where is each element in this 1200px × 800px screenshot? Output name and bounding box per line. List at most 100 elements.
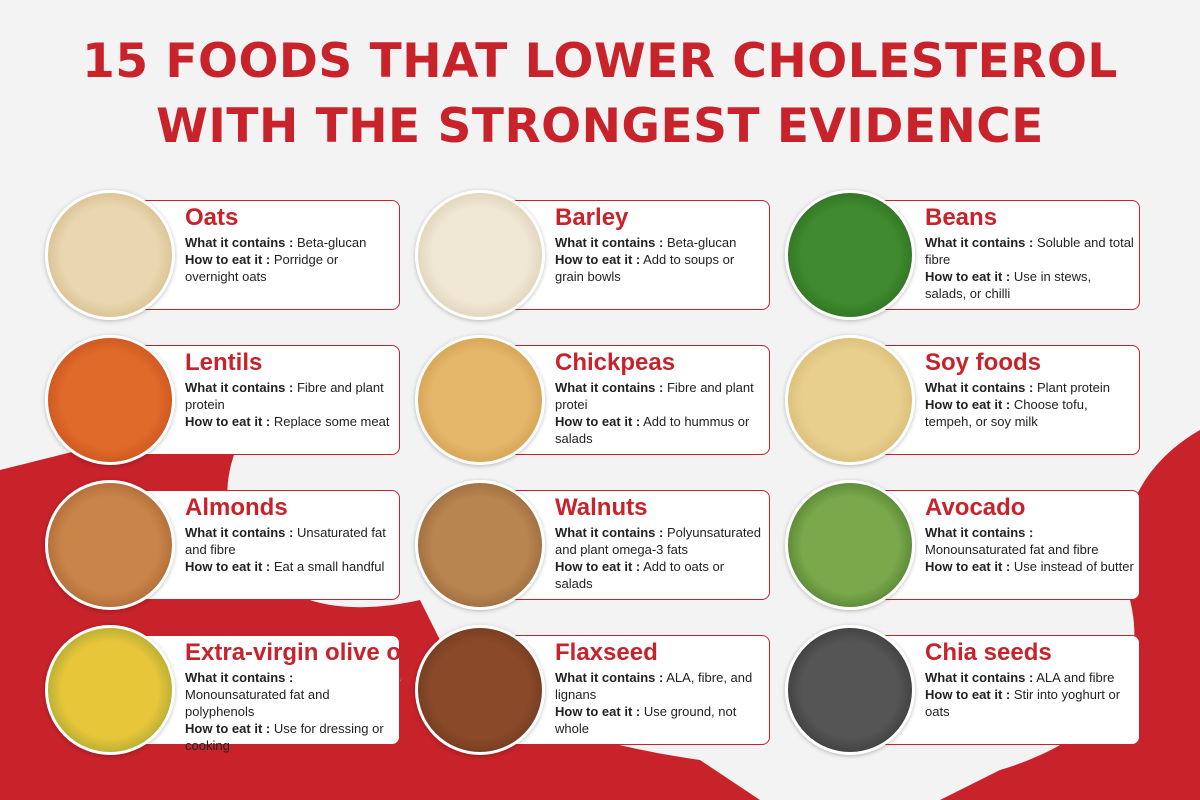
how-text: Use ground, not whole [555, 704, 737, 736]
contains-label: What it contains : [555, 670, 664, 685]
food-text: Barley What it contains : Beta-glucan How … [555, 204, 764, 285]
contains-text: Soluble and total fibre [925, 235, 1134, 267]
food-text: Lentils What it contains : Fibre and plan… [185, 349, 394, 430]
food-image [45, 190, 175, 320]
contains-line: What it contains : Fibre and plant prote… [555, 379, 764, 413]
title-line: 15 FOODS THAT LOWER CHOLESTEROL [82, 34, 1118, 89]
how-text: Add to soups or grain bowls [555, 252, 735, 284]
food-text: Beans What it contains : Soluble and tota… [925, 204, 1134, 302]
how-text: Add to oats or salads [555, 559, 725, 591]
food-image [415, 480, 545, 610]
how-label: How to eat it : [185, 252, 271, 267]
how-label: How to eat it : [555, 252, 641, 267]
how-text: Replace some meat [273, 414, 390, 429]
contains-text: Monounsaturated fat and polyphenols [185, 687, 330, 719]
how-text: Stir into yoghurt or oats [925, 687, 1121, 719]
food-name: Barley [555, 204, 629, 231]
how-line: How to eat it : Porridge or overnight oa… [185, 251, 394, 285]
how-line: How to eat it : Use ground, not whole [555, 703, 764, 737]
contains-text: Unsaturated fat and fibre [185, 525, 386, 557]
contains-label: What it contains : [185, 525, 294, 540]
food-image [785, 190, 915, 320]
how-text: Use in stews, salads, or chilli [925, 269, 1092, 301]
food-image [785, 335, 915, 465]
how-label: How to eat it : [925, 269, 1011, 284]
food-name: Flaxseed [555, 639, 658, 666]
how-label: How to eat it : [925, 687, 1011, 702]
how-line: How to eat it : Add to oats or salads [555, 558, 764, 592]
food-name: Extra-virgin olive oil [185, 639, 415, 666]
how-line: How to eat it : Add to hummus or salads [555, 413, 764, 447]
food-text: Extra-virgin olive oil What it contains :… [185, 639, 415, 754]
food-text: Flaxseed What it contains : ALA, fibre, a… [555, 639, 764, 737]
food-image [45, 480, 175, 610]
food-name: Oats [185, 204, 239, 231]
contains-text: Plant protein [1036, 380, 1110, 395]
food-image [415, 190, 545, 320]
how-text: Use instead of butter [1013, 559, 1134, 574]
how-line: How to eat it : Use in stews, salads, or… [925, 268, 1134, 302]
contains-text: Beta-glucan [666, 235, 737, 250]
how-line: How to eat it : Choose tofu, tempeh, or … [925, 396, 1134, 430]
how-text: Eat a small handful [273, 559, 385, 574]
contains-line: What it contains : Monounsaturated fat a… [185, 669, 394, 720]
contains-line: What it contains : Fibre and plant prote… [185, 379, 394, 413]
food-text: Soy foods What it contains : Plant protei… [925, 349, 1134, 430]
food-image [785, 480, 915, 610]
food-text: Walnuts What it contains : Polyunsaturate… [555, 494, 764, 592]
contains-line: What it contains : Beta-glucan [185, 234, 394, 251]
food-name: Chickpeas [555, 349, 676, 376]
food-name: Avocado [925, 494, 1026, 521]
how-text: Choose tofu, tempeh, or soy milk [925, 397, 1088, 429]
contains-line: What it contains : ALA, fibre, and ligna… [555, 669, 764, 703]
food-image [415, 335, 545, 465]
how-label: How to eat it : [555, 559, 641, 574]
contains-label: What it contains : [185, 235, 294, 250]
contains-label: What it contains : [925, 380, 1034, 395]
title-line: WITH THE STRONGEST EVIDENCE [156, 99, 1044, 154]
food-name: Beans [925, 204, 998, 231]
how-text: Porridge or overnight oats [185, 252, 339, 284]
contains-label: What it contains : [925, 525, 1034, 540]
how-label: How to eat it : [185, 559, 271, 574]
contains-line: What it contains : Polyunsaturated and p… [555, 524, 764, 558]
how-label: How to eat it : [185, 721, 271, 736]
contains-text: Fibre and plant protei [555, 380, 754, 412]
contains-line: What it contains : Soluble and total fib… [925, 234, 1134, 268]
how-label: How to eat it : [925, 559, 1011, 574]
contains-text: ALA, fibre, and lignans [555, 670, 753, 702]
contains-label: What it contains : [555, 380, 664, 395]
contains-label: What it contains : [185, 380, 294, 395]
contains-text: Monounsaturated fat and fibre [925, 542, 1099, 557]
how-line: How to eat it : Replace some meat [185, 413, 394, 430]
food-image [785, 625, 915, 755]
how-line: How to eat it : Stir into yoghurt or oat… [925, 686, 1134, 720]
how-text: Use for dressing or cooking [185, 721, 384, 753]
how-label: How to eat it : [925, 397, 1011, 412]
food-name: Soy foods [925, 349, 1042, 376]
how-label: How to eat it : [555, 414, 641, 429]
food-name: Almonds [185, 494, 288, 521]
contains-text: Beta-glucan [296, 235, 367, 250]
contains-line: What it contains : Monounsaturated fat a… [925, 524, 1134, 558]
how-label: How to eat it : [185, 414, 271, 429]
how-line: How to eat it : Use instead of butter [925, 558, 1134, 575]
contains-label: What it contains : [925, 235, 1034, 250]
contains-text: Fibre and plant protein [185, 380, 384, 412]
food-image [415, 625, 545, 755]
food-image [45, 625, 175, 755]
contains-line: What it contains : Unsaturated fat and f… [185, 524, 394, 558]
contains-label: What it contains : [185, 670, 294, 685]
food-image [45, 335, 175, 465]
food-text: Avocado What it contains : Monounsaturate… [925, 494, 1134, 575]
contains-line: What it contains : ALA and fibre [925, 669, 1134, 686]
contains-line: What it contains : Beta-glucan [555, 234, 764, 251]
how-text: Add to hummus or salads [555, 414, 750, 446]
contains-text: Polyunsaturated and plant omega-3 fats [555, 525, 761, 557]
food-text: Chickpeas What it contains : Fibre and pl… [555, 349, 764, 447]
food-name: Walnuts [555, 494, 648, 521]
food-text: Almonds What it contains : Unsaturated fa… [185, 494, 394, 575]
how-line: How to eat it : Use for dressing or cook… [185, 720, 394, 754]
food-text: Oats What it contains : Beta-glucan How to… [185, 204, 394, 285]
